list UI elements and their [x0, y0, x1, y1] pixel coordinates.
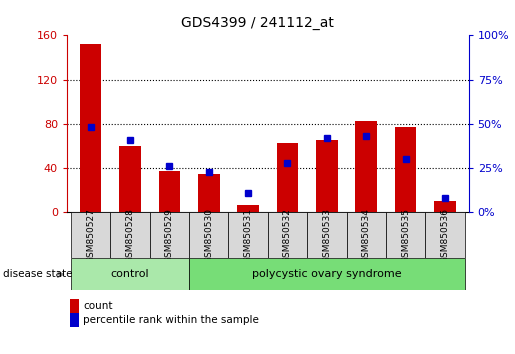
Bar [119, 146, 141, 212]
FancyBboxPatch shape [425, 212, 465, 258]
FancyBboxPatch shape [386, 212, 425, 258]
FancyBboxPatch shape [229, 212, 268, 258]
FancyBboxPatch shape [71, 212, 110, 258]
Bar [316, 141, 338, 212]
Bar [198, 174, 219, 212]
Bar [80, 44, 101, 212]
FancyBboxPatch shape [189, 212, 229, 258]
Text: count: count [83, 301, 113, 311]
Bar [434, 201, 456, 212]
FancyBboxPatch shape [189, 258, 465, 290]
Text: polycystic ovary syndrome: polycystic ovary syndrome [252, 269, 402, 279]
Text: GSM850536: GSM850536 [440, 208, 450, 263]
Text: GSM850527: GSM850527 [86, 208, 95, 263]
Bar [355, 121, 377, 212]
Text: GSM850529: GSM850529 [165, 208, 174, 263]
Text: percentile rank within the sample: percentile rank within the sample [83, 315, 260, 325]
Bar [159, 171, 180, 212]
FancyBboxPatch shape [307, 212, 347, 258]
FancyBboxPatch shape [268, 212, 307, 258]
Text: GDS4399 / 241112_at: GDS4399 / 241112_at [181, 16, 334, 30]
Text: GSM850531: GSM850531 [244, 208, 253, 263]
FancyBboxPatch shape [110, 212, 150, 258]
Bar [277, 143, 298, 212]
FancyBboxPatch shape [347, 212, 386, 258]
Bar [395, 127, 417, 212]
FancyBboxPatch shape [150, 212, 189, 258]
Text: GSM850535: GSM850535 [401, 208, 410, 263]
Text: control: control [111, 269, 149, 279]
Text: GSM850534: GSM850534 [362, 208, 371, 263]
Bar [237, 205, 259, 212]
FancyBboxPatch shape [71, 258, 189, 290]
Text: GSM850532: GSM850532 [283, 208, 292, 263]
Text: disease state: disease state [3, 269, 72, 279]
Text: GSM850530: GSM850530 [204, 208, 213, 263]
Text: GSM850533: GSM850533 [322, 208, 331, 263]
Text: GSM850528: GSM850528 [126, 208, 134, 263]
